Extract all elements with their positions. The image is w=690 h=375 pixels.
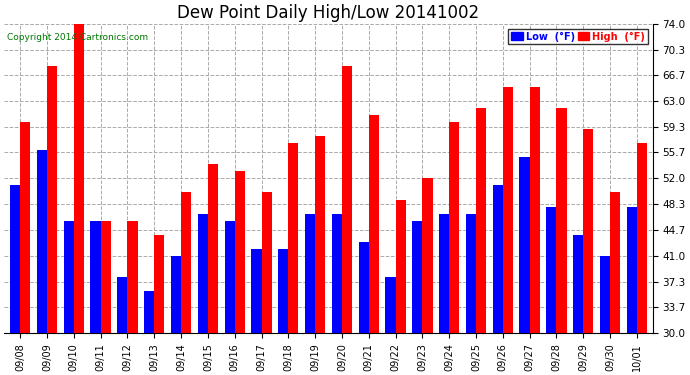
Bar [520,158,529,333]
Bar [637,143,647,333]
Bar [171,256,181,333]
Bar [278,249,288,333]
Bar [583,129,593,333]
Bar [342,66,352,333]
Bar [37,150,47,333]
Bar [503,87,513,333]
Bar [63,220,74,333]
Bar [128,220,138,333]
Bar [288,143,299,333]
Bar [385,277,395,333]
Bar [359,242,368,333]
Bar [117,277,128,333]
Bar [546,207,556,333]
Bar [449,122,460,333]
Bar [600,256,610,333]
Bar [208,164,218,333]
Bar [155,235,164,333]
Legend: Low  (°F), High  (°F): Low (°F), High (°F) [508,28,648,45]
Bar [181,192,191,333]
Bar [10,186,20,333]
Bar [627,207,637,333]
Bar [439,214,449,333]
Bar [395,200,406,333]
Bar [368,115,379,333]
Bar [610,192,620,333]
Bar [224,220,235,333]
Bar [305,214,315,333]
Bar [262,192,272,333]
Bar [556,108,566,333]
Bar [493,186,503,333]
Bar [422,178,433,333]
Bar [74,24,84,333]
Bar [235,171,245,333]
Bar [90,220,101,333]
Bar [47,66,57,333]
Bar [332,214,342,333]
Bar [315,136,325,333]
Bar [476,108,486,333]
Title: Dew Point Daily High/Low 20141002: Dew Point Daily High/Low 20141002 [177,4,480,22]
Bar [412,220,422,333]
Bar [144,291,155,333]
Bar [529,87,540,333]
Bar [573,235,583,333]
Bar [20,122,30,333]
Bar [251,249,262,333]
Bar [466,214,476,333]
Text: Copyright 2014 Cartronics.com: Copyright 2014 Cartronics.com [8,33,148,42]
Bar [198,214,208,333]
Bar [101,220,111,333]
